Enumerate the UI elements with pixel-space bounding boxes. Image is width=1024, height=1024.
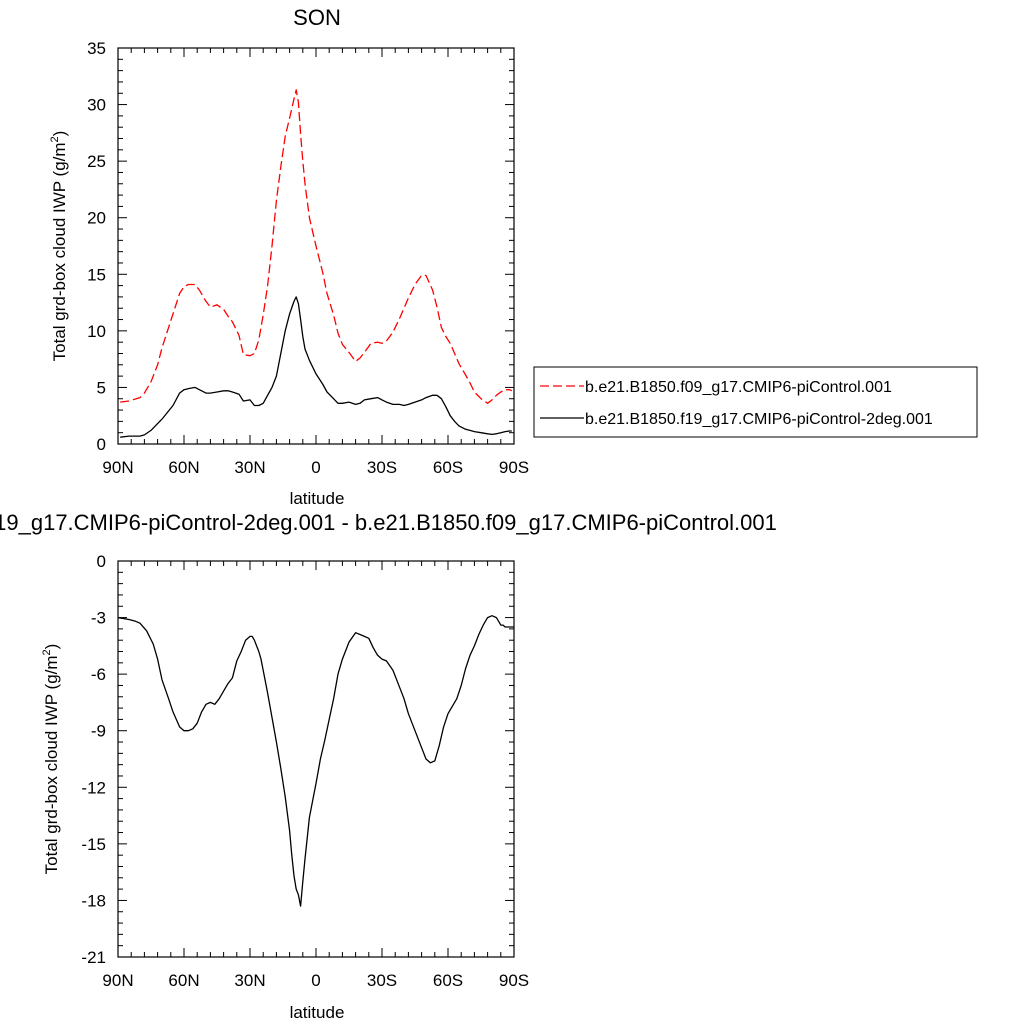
y-tick-label: 20 [87,209,106,228]
top-y-tick-labels: 0 5 10 15 20 25 30 35 [87,39,106,454]
y-tick-label: 35 [87,39,106,58]
legend-label-f09: b.e21.B1850.f09_g17.CMIP6-piControl.001 [585,379,892,396]
x-tick-label: 30N [234,458,265,477]
top-x-axis-label: latitude [290,489,345,508]
x-tick-label: 0 [311,971,320,990]
top-chart-title: SON [293,5,341,30]
x-tick-label: 90N [102,971,133,990]
x-tick-label: 90S [499,458,529,477]
series-line-0-1 [120,296,512,438]
x-tick-label: 60N [168,458,199,477]
bottom-series-lines [117,615,514,907]
top-y-axis-label-sup: 2 [49,136,61,142]
y-tick-label: 0 [97,552,106,571]
bottom-x-tick-labels: 90N 60N 30N 0 30S 60S 90S [102,971,529,990]
legend: b.e21.B1850.f09_g17.CMIP6-piControl.001 … [533,366,978,438]
x-tick-label: 90N [102,458,133,477]
bottom-chart-title: b.e21.B1850.f19_g17.CMIP6-piControl-2deg… [0,510,777,535]
series-line-1-0 [117,615,514,907]
top-y-axis-label-main: Total grd-box cloud IWP (g/m [50,142,69,361]
top-y-axis-label-close: ) [50,131,69,137]
y-tick-label: 25 [87,152,106,171]
top-series-lines [120,89,513,438]
y-tick-label: -6 [91,665,106,684]
bottom-y-axis-label-main: Total grd-box cloud IWP (g/m [42,655,61,874]
x-tick-label: 60S [433,971,463,990]
y-tick-label: 15 [87,265,106,284]
y-tick-label: -9 [91,722,106,741]
bottom-y-axis-label: Total grd-box cloud IWP (g/m2) [41,644,61,875]
bottom-y-tick-labels: 0 -3 -6 -9 -12 -15 -18 -21 [81,552,106,967]
y-tick-label: 0 [97,435,106,454]
top-panel: SON 90N 60N 30N 0 30S 60S 90S 0 5 10 15 20 25 30 35 l… [49,5,529,508]
bottom-y-axis-label-sup: 2 [41,649,53,655]
bottom-x-axis-label: latitude [290,1003,345,1022]
series-line-0-0 [120,89,513,404]
x-tick-label: 30S [367,971,397,990]
y-tick-label: -12 [81,778,106,797]
y-tick-label: 5 [97,378,106,397]
bottom-panel: b.e21.B1850.f19_g17.CMIP6-piControl-2deg… [0,510,777,1022]
y-tick-label: 30 [87,96,106,115]
y-tick-label: -3 [91,609,106,628]
x-tick-label: 30N [234,971,265,990]
top-x-tick-labels: 90N 60N 30N 0 30S 60S 90S [102,458,529,477]
top-y-axis-label: Total grd-box cloud IWP (g/m2) [49,131,69,362]
bottom-plot-frame [117,560,515,958]
bottom-axis-ticks [117,560,515,958]
y-tick-label: -18 [81,891,106,910]
top-plot-frame [117,47,515,445]
bottom-y-axis-label-close: ) [42,644,61,650]
x-tick-label: 60S [433,458,463,477]
x-tick-label: 30S [367,458,397,477]
x-tick-label: 90S [499,971,529,990]
y-tick-label: -21 [81,948,106,967]
legend-box [533,366,978,438]
y-tick-label: 10 [87,322,106,341]
x-tick-label: 60N [168,971,199,990]
y-tick-label: -15 [81,835,106,854]
x-tick-label: 0 [311,458,320,477]
legend-label-f19: b.e21.B1850.f19_g17.CMIP6-piControl-2deg… [585,411,933,428]
